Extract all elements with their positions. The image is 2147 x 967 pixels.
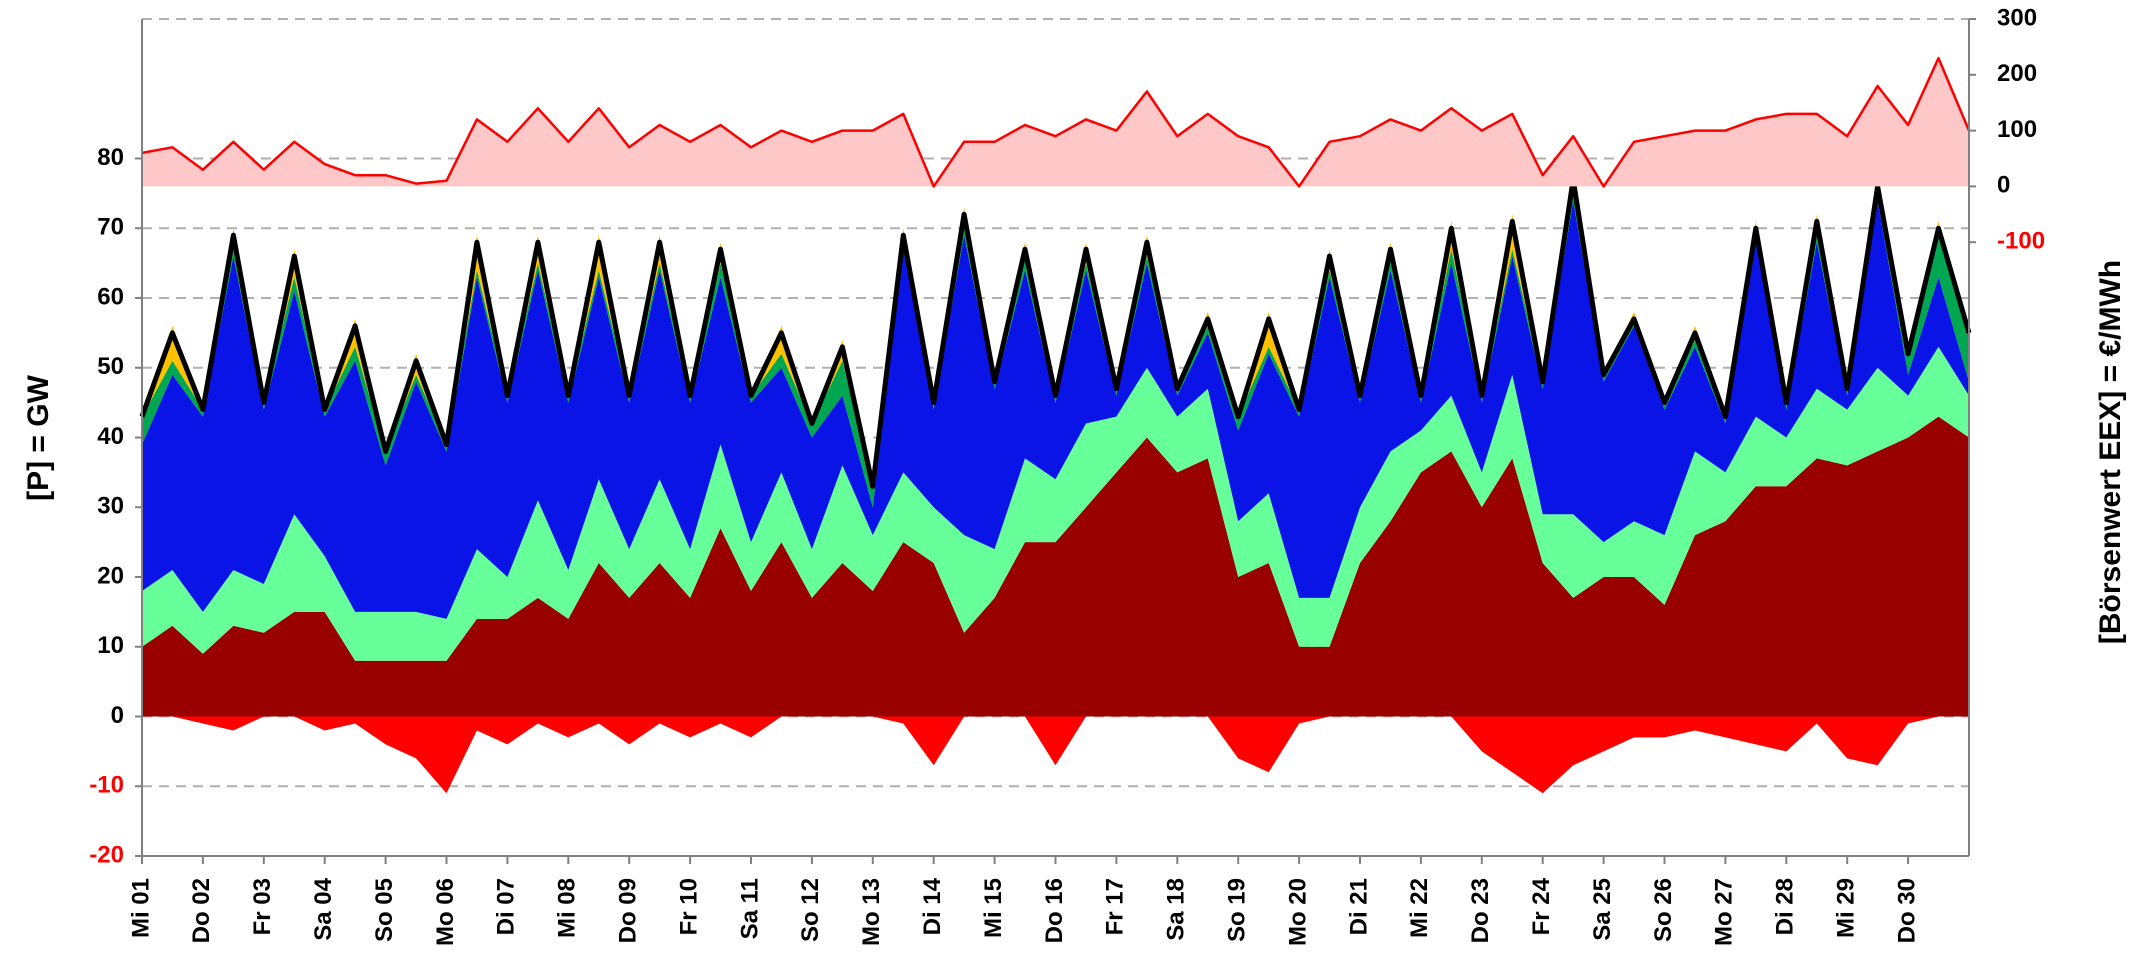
y-tick-label: 80 bbox=[97, 144, 124, 171]
y2-tick-label: 300 bbox=[1997, 4, 2037, 31]
y-axis-label: [P] = GW bbox=[22, 374, 55, 501]
y-tick-label: 60 bbox=[97, 283, 124, 310]
x-tick-label: Fr 03 bbox=[249, 878, 276, 935]
x-tick-label: Di 07 bbox=[493, 878, 520, 935]
x-tick-label: Do 23 bbox=[1467, 878, 1494, 943]
axes: -20-1001020304050607080-1000100200300Mi … bbox=[89, 4, 2045, 946]
plot-area bbox=[139, 56, 1972, 794]
y2-tick-label: 0 bbox=[1997, 172, 2010, 199]
y-tick-label: 0 bbox=[111, 702, 124, 729]
stacked-area bbox=[142, 193, 1969, 508]
x-tick-label: Mi 15 bbox=[980, 878, 1007, 938]
x-tick-label: So 12 bbox=[797, 878, 824, 942]
stacked-area bbox=[142, 416, 1969, 717]
x-tick-label: Sa 25 bbox=[1589, 878, 1616, 941]
x-tick-label: Mo 27 bbox=[1711, 878, 1738, 946]
y-tick-label: -10 bbox=[89, 772, 124, 799]
x-tick-label: Di 21 bbox=[1345, 878, 1372, 935]
x-tick-label: Fr 17 bbox=[1102, 878, 1129, 935]
stacked-area bbox=[142, 346, 1969, 661]
y-tick-label: 50 bbox=[97, 353, 124, 380]
x-tick-label: Do 30 bbox=[1893, 878, 1920, 943]
stacked-area bbox=[142, 200, 1969, 619]
x-tick-label: Mi 29 bbox=[1833, 878, 1860, 938]
y-tick-label: 40 bbox=[97, 423, 124, 450]
x-tick-label: Do 09 bbox=[615, 878, 642, 943]
x-tick-label: Sa 18 bbox=[1163, 878, 1190, 941]
x-tick-label: Mo 13 bbox=[858, 878, 885, 946]
y2-tick-label: 200 bbox=[1997, 60, 2037, 87]
line bbox=[139, 176, 1972, 489]
x-tick-label: Sa 11 bbox=[736, 878, 763, 939]
x-tick-label: Sa 04 bbox=[310, 877, 337, 940]
x-tick-label: So 19 bbox=[1224, 878, 1251, 942]
y2-axis-label: [Börsenwert EEX] = €/MWh bbox=[2094, 260, 2127, 644]
x-tick-label: Fr 24 bbox=[1528, 877, 1555, 935]
x-tick-label: Mi 08 bbox=[554, 878, 581, 938]
x-tick-label: Di 14 bbox=[919, 877, 946, 935]
x-tick-label: So 05 bbox=[371, 878, 398, 942]
line-fill bbox=[142, 58, 1969, 187]
y-tick-label: 20 bbox=[97, 562, 124, 589]
line bbox=[141, 56, 1971, 188]
x-tick-label: So 26 bbox=[1650, 878, 1677, 942]
x-tick-label: Mo 06 bbox=[432, 878, 459, 946]
x-tick-label: Do 02 bbox=[188, 878, 215, 943]
area bbox=[142, 716, 1969, 794]
x-tick-label: Mi 01 bbox=[127, 878, 154, 938]
x-tick-label: Fr 10 bbox=[675, 878, 702, 935]
y-tick-label: 30 bbox=[97, 493, 124, 520]
x-tick-label: Mo 20 bbox=[1284, 878, 1311, 946]
y-tick-label: 10 bbox=[97, 632, 124, 659]
y-tick-label: 70 bbox=[97, 214, 124, 241]
y2-tick-label: -100 bbox=[1997, 228, 2045, 255]
y2-tick-label: 100 bbox=[1997, 116, 2037, 143]
y-tick-label: -20 bbox=[89, 841, 124, 868]
x-tick-label: Do 16 bbox=[1041, 878, 1068, 943]
x-tick-label: Di 28 bbox=[1772, 878, 1799, 935]
x-tick-label: Mi 22 bbox=[1406, 878, 1433, 938]
